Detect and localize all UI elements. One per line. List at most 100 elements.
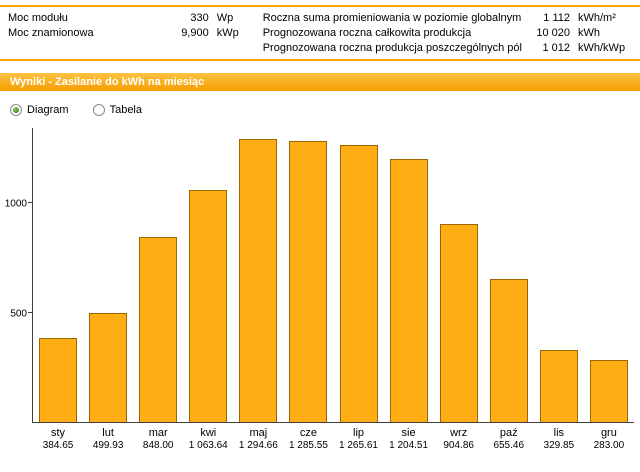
monthly-production-chart: 500 1000 [0, 116, 640, 423]
month-value-label: 384.65 [42, 440, 74, 451]
month-value-label: 904.86 [443, 440, 474, 451]
bar-slot [33, 128, 83, 422]
nominal-power-row: Moc znamionowa 9,900 kWp [8, 26, 251, 41]
bar-slot [534, 128, 584, 422]
x-label-lip: lip 1 265.61 [333, 426, 383, 452]
month-label: paź [499, 427, 518, 439]
specific-yield-label: Prognozowana roczna produkcja poszczegól… [262, 42, 522, 54]
y-tick-mark [28, 311, 33, 313]
month-value-label: 499.93 [92, 440, 124, 451]
diagram-radio-label[interactable]: Diagram [27, 104, 69, 116]
annual-production-row: Prognozowana roczna całkowita produkcja … [263, 26, 632, 41]
diagram-radio-icon[interactable] [10, 104, 22, 116]
month-label: sty [51, 427, 66, 439]
month-value-label: 655.46 [493, 440, 525, 451]
month-value-label: 1 294.66 [238, 440, 278, 451]
bar-slot [333, 128, 383, 422]
top-divider [0, 5, 640, 7]
irradiation-label: Roczna suma promieniowania w poziomie gl… [262, 12, 522, 24]
bar-kwi [189, 189, 228, 422]
y-axis: 500 1000 [2, 128, 32, 423]
summary-left-column: Moc modułu 330 Wp Moc znamionowa 9,900 k… [8, 11, 251, 56]
month-label: lut [102, 427, 114, 439]
bar-paź [489, 278, 528, 422]
month-value-label: 1 285.55 [288, 440, 328, 451]
module-power-unit: Wp [216, 12, 234, 24]
irradiation-value: 1 112 [543, 12, 570, 24]
summary-divider [0, 59, 640, 61]
month-label: cze [299, 427, 317, 439]
specific-yield-unit: kWh/kWp [578, 42, 626, 54]
x-label-gru: gru 283.00 [584, 426, 634, 452]
diagram-radio-option[interactable]: Diagram [10, 104, 69, 116]
bar-lip [339, 145, 378, 422]
x-axis-labels: sty 384.65 lut 499.93 mar 848.00 kwi 1 063.64 ma… [0, 423, 640, 452]
bar-slot [434, 128, 484, 422]
bar-maj [239, 139, 278, 422]
month-label: sie [401, 427, 416, 439]
month-label: kwi [200, 427, 217, 439]
annual-production-unit: kWh [578, 27, 600, 39]
y-tick-label: 500 [10, 308, 27, 320]
x-label-kwi: kwi 1 063.64 [183, 426, 233, 452]
bar-slot [183, 128, 233, 422]
month-label: maj [249, 427, 268, 439]
bar-mar [139, 236, 178, 422]
x-label-sie: sie 1 204.51 [384, 426, 434, 452]
x-label-sty: sty 384.65 [33, 426, 83, 452]
nominal-power-label: Moc znamionowa [8, 27, 94, 39]
month-value-label: 1 204.51 [389, 440, 429, 451]
bar-wrz [439, 224, 478, 422]
bar-slot [83, 128, 133, 422]
month-value-label: 1 265.61 [339, 440, 378, 451]
month-label: gru [600, 427, 617, 439]
x-label-wrz: wrz 904.86 [434, 426, 484, 452]
module-power-label: Moc modułu [8, 12, 68, 24]
bar-lut [89, 312, 128, 422]
month-label: lis [553, 427, 565, 439]
bar-slot [233, 128, 283, 422]
annual-production-value: 10 020 [536, 27, 570, 39]
month-label: wrz [450, 427, 468, 439]
x-label-lis: lis 329.85 [534, 426, 584, 452]
specific-yield-row: Prognozowana roczna produkcja poszczegól… [263, 41, 632, 56]
results-section-header: Wyniki - Zasilanie do kWh na miesiąc [0, 73, 640, 91]
bar-slot [133, 128, 183, 422]
summary-panel: Moc modułu 330 Wp Moc znamionowa 9,900 k… [0, 7, 640, 59]
month-value-label: 1 063.64 [188, 440, 228, 451]
month-value-label: 848.00 [142, 440, 174, 451]
bar-gru [589, 360, 628, 422]
month-label: mar [148, 427, 168, 439]
bar-sie [389, 158, 428, 422]
bar-slot [384, 128, 434, 422]
module-power-row: Moc modułu 330 Wp [8, 11, 251, 26]
y-tick-label: 1000 [4, 198, 27, 210]
annual-production-label: Prognozowana roczna całkowita produkcja [262, 27, 472, 39]
month-label: lip [353, 427, 365, 439]
x-label-lut: lut 499.93 [83, 426, 133, 452]
y-tick-mark [28, 202, 33, 204]
specific-yield-value: 1 012 [542, 42, 570, 54]
irradiation-unit: kWh/m² [578, 12, 616, 24]
bar-cze [289, 141, 328, 422]
x-label-cze: cze 1 285.55 [283, 426, 333, 452]
bar-slot [584, 128, 634, 422]
nominal-power-value: 9,900 [181, 27, 209, 39]
view-toggle: Diagram Tabela [0, 91, 640, 116]
month-value-label: 329.85 [543, 440, 575, 451]
nominal-power-unit: kWp [216, 27, 239, 39]
bar-slot [484, 128, 534, 422]
bar-slot [283, 128, 333, 422]
tabela-radio-icon[interactable] [92, 104, 105, 116]
irradiation-row: Roczna suma promieniowania w poziomie gl… [263, 11, 632, 26]
x-label-paź: paź 655.46 [484, 426, 534, 452]
plot-area [28, 128, 634, 423]
x-label-mar: mar 848.00 [133, 426, 183, 452]
tabela-radio-label[interactable]: Tabela [109, 104, 142, 116]
month-value-label: 283.00 [593, 440, 625, 451]
tabela-radio-option[interactable]: Tabela [92, 104, 142, 116]
bar-sty [39, 337, 78, 422]
module-power-value: 330 [190, 12, 209, 24]
x-label-maj: maj 1 294.66 [233, 426, 283, 452]
